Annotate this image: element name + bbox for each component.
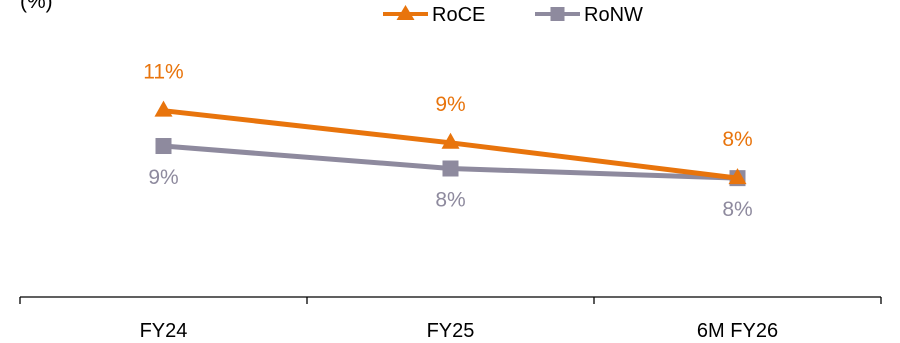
x-tick-label-fy25: FY25 bbox=[427, 320, 475, 342]
x-tick-label-fy24: FY24 bbox=[140, 320, 188, 342]
point-ronw-fy24 bbox=[155, 138, 172, 155]
data-label-ronw-fy24: 9% bbox=[148, 166, 178, 189]
data-label-roce-fy24: 11% bbox=[143, 61, 183, 84]
legend-label-roce: RoCE bbox=[432, 4, 485, 26]
legend-marker-roce bbox=[396, 5, 415, 20]
legend-label-ronw: RoNW bbox=[584, 4, 643, 26]
point-roce-fy25 bbox=[441, 132, 460, 149]
point-ronw-fy25 bbox=[442, 160, 459, 177]
data-label-roce-fy25: 9% bbox=[435, 93, 465, 116]
point-roce-fy24 bbox=[154, 100, 173, 117]
data-labels: 11% 9% 8% 9% 8% 8% bbox=[143, 61, 752, 221]
point-roce-6m-fy26 bbox=[728, 168, 747, 185]
data-label-ronw-fy25: 8% bbox=[435, 189, 465, 212]
data-label-ronw-6m-fy26: 8% bbox=[722, 198, 752, 221]
x-axis: FY24 FY25 6M FY26 bbox=[19, 296, 882, 342]
unit-label: (%) bbox=[20, 0, 53, 13]
data-label-roce-6m-fy26: 8% bbox=[722, 128, 752, 151]
legend-marker-ronw bbox=[550, 7, 565, 21]
x-tick-label-6m-fy26: 6M FY26 bbox=[697, 320, 778, 342]
series-layer bbox=[154, 100, 747, 187]
legend: RoCE RoNW bbox=[383, 4, 643, 26]
